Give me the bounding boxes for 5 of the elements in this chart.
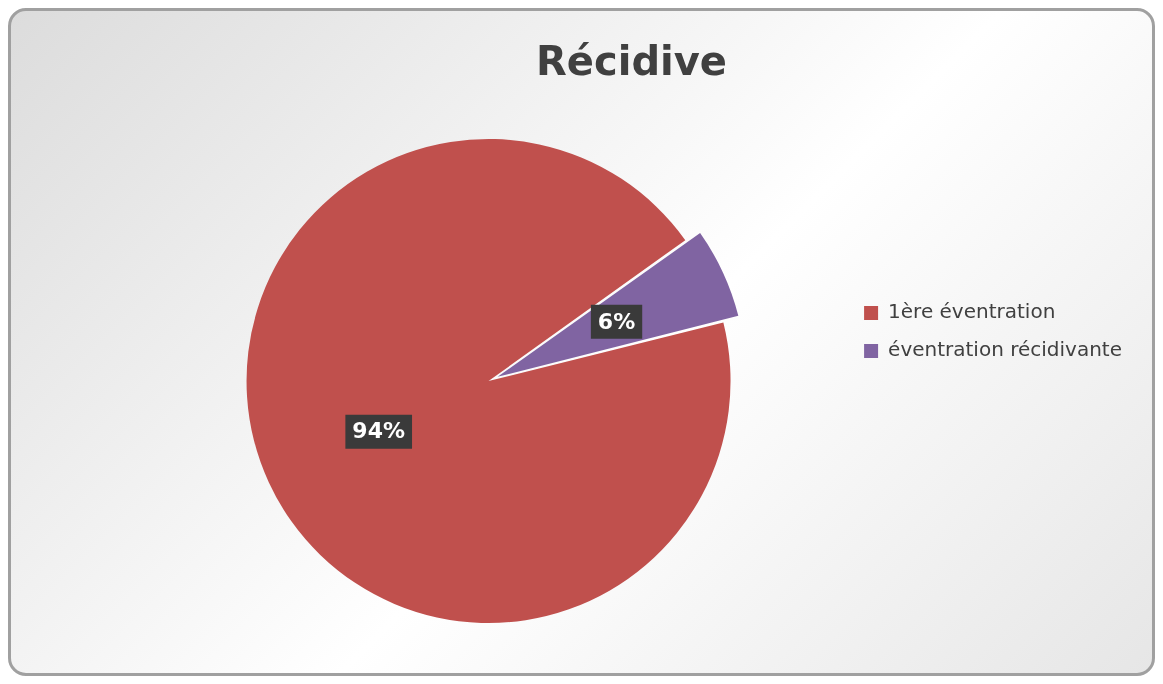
legend-label: éventration récidivante [888,337,1123,362]
legend-label: 1ère éventration [888,299,1056,324]
chart-title: Récidive [536,38,727,85]
data-label: 94% [352,418,406,444]
data-label: 6% [597,308,636,334]
